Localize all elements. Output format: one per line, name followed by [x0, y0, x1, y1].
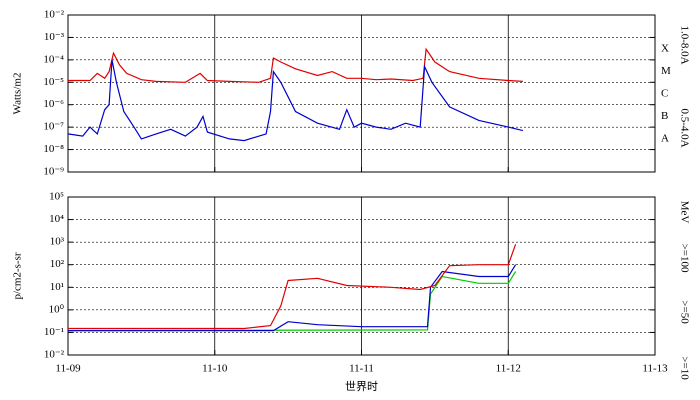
y-tick-label: 10⁻⁸ [43, 143, 64, 155]
x-tick-label: 11-12 [496, 363, 521, 375]
data-line [67, 59, 524, 142]
y-tick-label: 10¹ [50, 281, 64, 293]
class-label: C [661, 88, 668, 100]
legend-label: 1.0-8.0A [678, 25, 690, 64]
legend-label: >=100 [678, 244, 690, 273]
y-tick-label: 10⁻¹ [44, 326, 64, 338]
x-axis-label: 世界时 [345, 380, 378, 393]
y-tick-label: 10⁻⁴ [43, 53, 64, 65]
y-axis-label: p/cm2-s-sr [12, 252, 24, 299]
y-tick-label: 10⁻⁹ [43, 166, 64, 178]
y-tick-label: 10⁴ [49, 213, 64, 225]
class-label: X [661, 43, 669, 55]
x-tick-label: 11-09 [55, 363, 81, 375]
y-tick-label: 10² [50, 258, 65, 270]
y-tick-label: 10⁻² [44, 349, 65, 361]
x-tick-label: 11-11 [349, 363, 374, 375]
legend-label: 0.5-4.0A [678, 108, 690, 147]
y-tick-label: 10⁻² [44, 9, 65, 21]
y-tick-label: 10⁰ [49, 303, 65, 315]
x-tick-label: 11-10 [202, 363, 228, 375]
y-tick-label: 10⁻⁶ [43, 98, 64, 110]
x-tick-label: 11-13 [642, 363, 668, 375]
class-label: M [661, 65, 671, 77]
legend-label: >=10 [678, 356, 690, 380]
y-tick-label: 10⁻⁷ [43, 121, 64, 133]
data-line [68, 264, 517, 332]
y-tick-label: 10⁻³ [44, 31, 65, 43]
y-tick-label: 10³ [50, 236, 65, 248]
y-axis-label: Watts/m2 [12, 73, 24, 115]
y-tick-label: 10⁻⁵ [43, 76, 64, 88]
class-label: A [661, 132, 669, 144]
class-label: B [661, 110, 668, 122]
y-tick-label: 10⁵ [49, 191, 64, 203]
data-line [68, 47, 523, 83]
data-line [68, 244, 517, 330]
legend-label: >=50 [678, 300, 690, 324]
legend-label: MeV [678, 201, 690, 224]
